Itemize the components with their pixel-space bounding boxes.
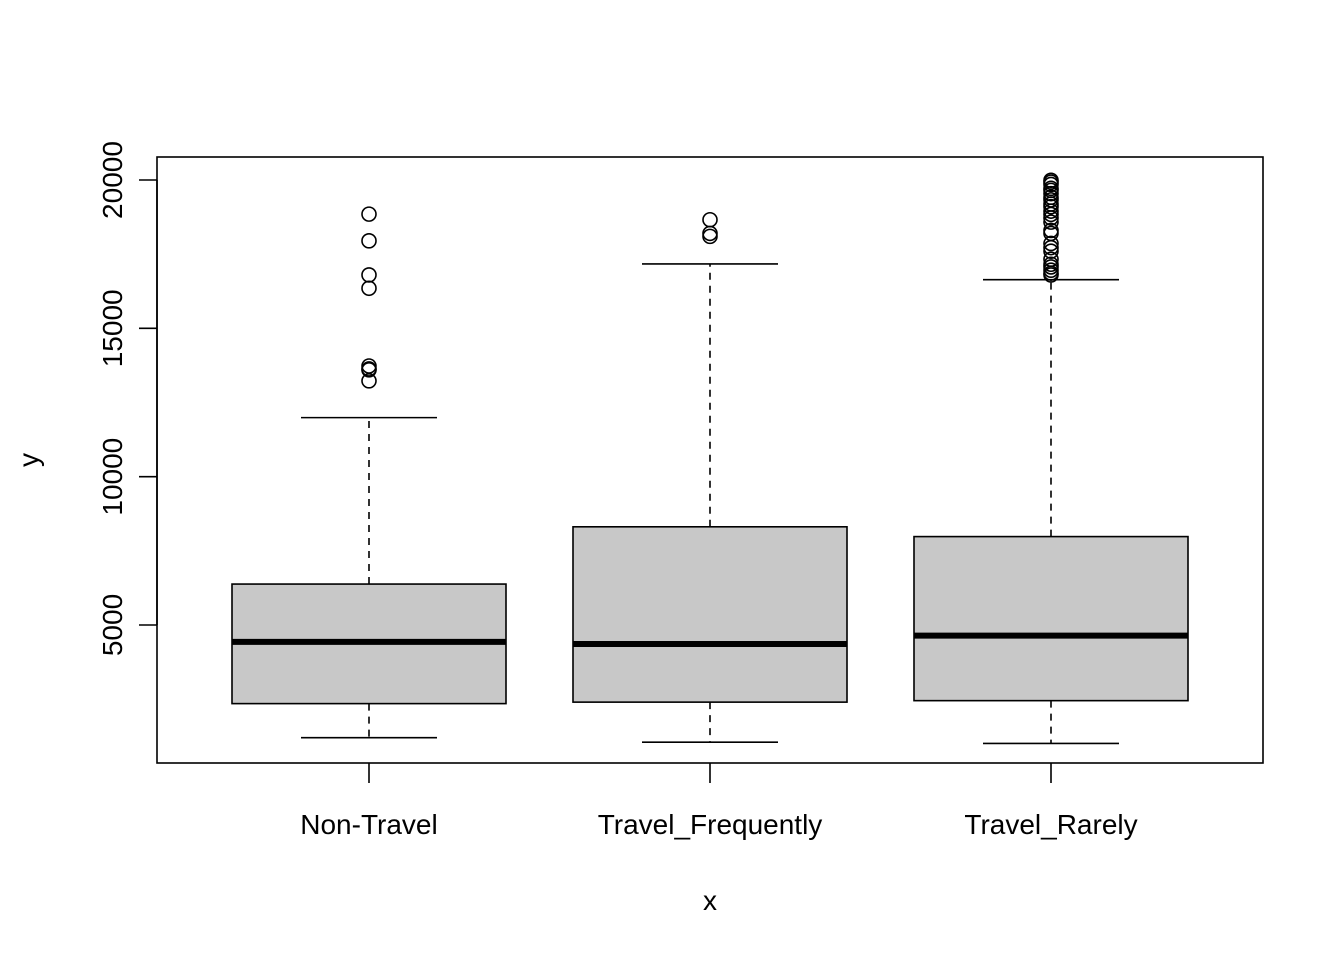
outlier-point bbox=[1043, 243, 1059, 259]
boxes-layer bbox=[231, 172, 1189, 745]
outlier-point bbox=[361, 362, 377, 378]
outlier-point bbox=[1043, 176, 1059, 193]
y-axis: 5000 10000 15000 20000 bbox=[97, 141, 158, 656]
outlier-point bbox=[361, 280, 377, 297]
iqr-box bbox=[913, 535, 1189, 702]
outlier-point bbox=[702, 211, 718, 228]
box-group bbox=[231, 206, 507, 739]
x-tick-label: Travel_Frequently bbox=[598, 809, 823, 840]
outlier-point bbox=[1043, 267, 1059, 283]
outlier-point bbox=[1043, 235, 1059, 252]
outlier-point bbox=[361, 267, 377, 283]
outlier-point bbox=[702, 225, 718, 242]
box-group bbox=[572, 211, 848, 743]
outlier-point bbox=[361, 206, 377, 222]
x-tick-label: Non-Travel bbox=[300, 809, 437, 840]
box-group bbox=[913, 172, 1189, 745]
iqr-box bbox=[572, 526, 848, 703]
outlier-point bbox=[1043, 185, 1059, 202]
outlier-point bbox=[1043, 210, 1059, 226]
outlier-point bbox=[361, 233, 377, 249]
y-tick-label: 5000 bbox=[97, 594, 128, 656]
y-axis-label: y bbox=[13, 453, 44, 467]
outlier-point bbox=[702, 228, 718, 245]
y-tick-label: 15000 bbox=[97, 289, 128, 367]
x-tick-label: Travel_Rarely bbox=[964, 809, 1137, 840]
outlier-point bbox=[1043, 239, 1059, 256]
y-tick-label: 10000 bbox=[97, 438, 128, 516]
x-axis: Non-Travel Travel_Frequently Travel_Rarely bbox=[300, 763, 1138, 840]
outlier-point bbox=[1043, 198, 1059, 215]
outlier-point bbox=[1043, 206, 1059, 223]
outlier-point bbox=[1043, 214, 1059, 230]
outlier-point bbox=[361, 373, 377, 389]
x-axis-label: x bbox=[703, 885, 717, 916]
y-tick-label: 20000 bbox=[97, 141, 128, 219]
